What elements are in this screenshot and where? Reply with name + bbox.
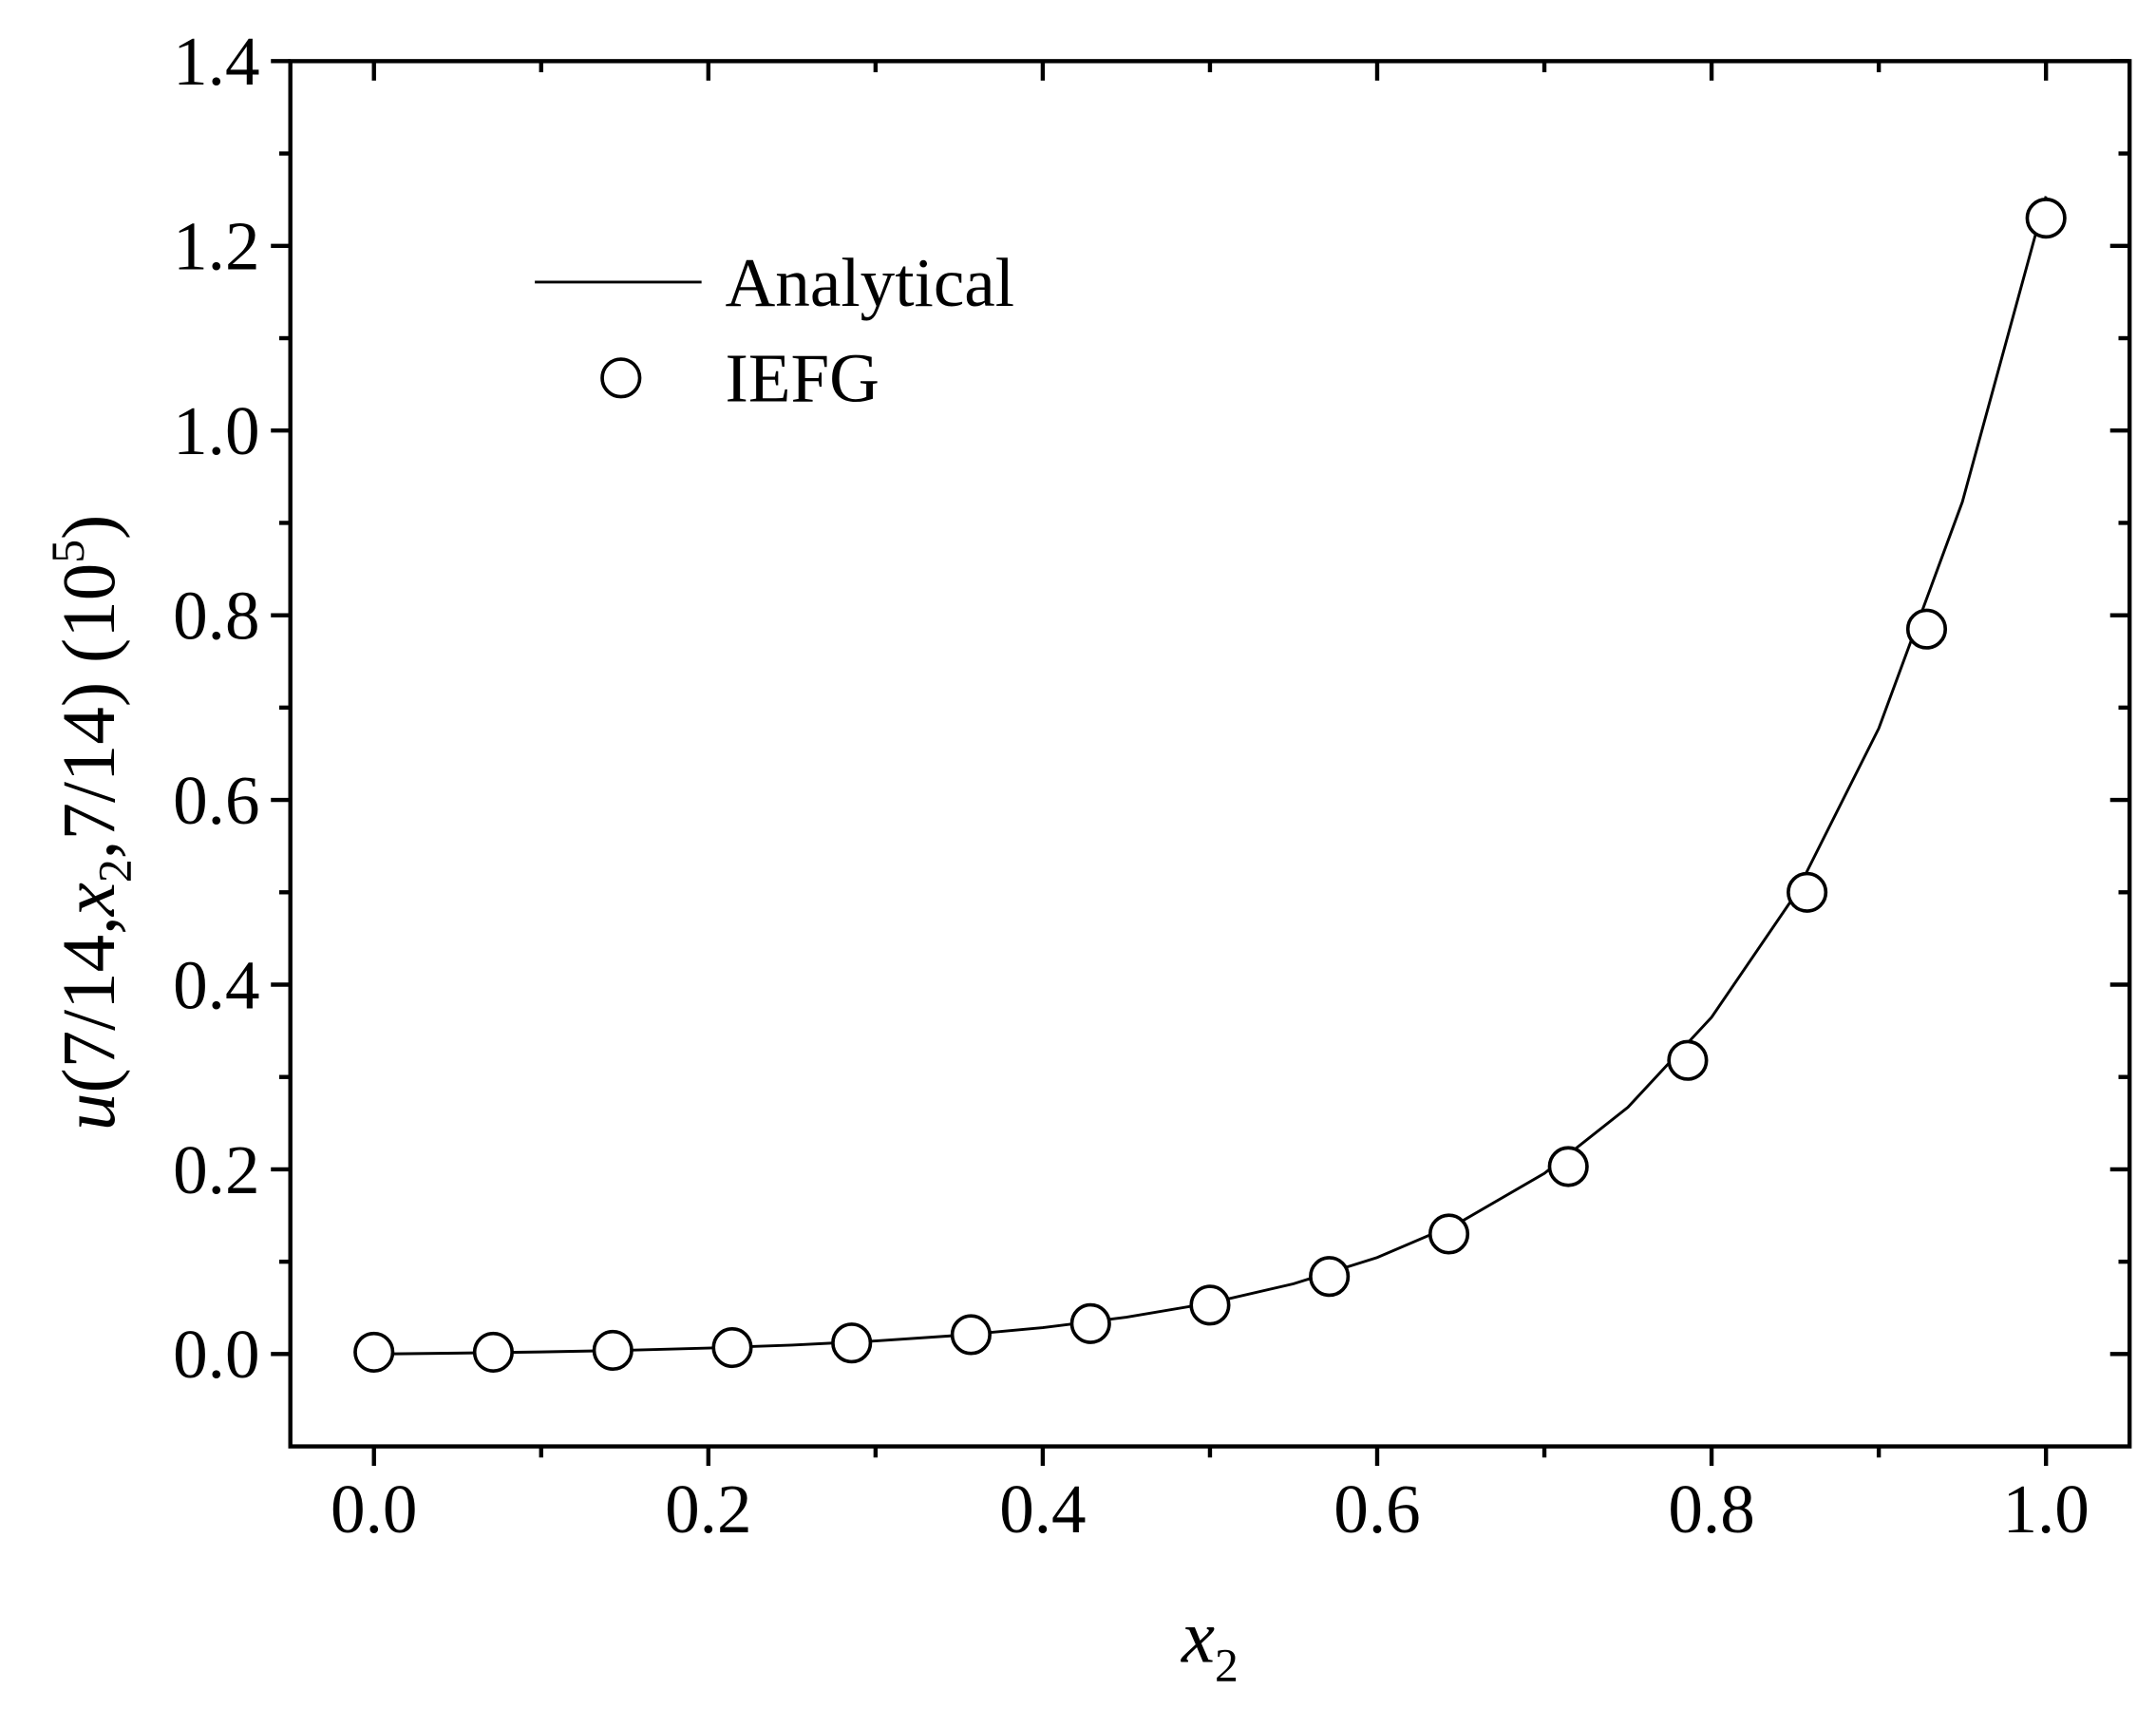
scatter-point [2025, 198, 2067, 239]
y-tick-label: 0.0 [173, 1316, 259, 1393]
y-tick-label: 0.4 [173, 946, 259, 1023]
scatter-point [1547, 1146, 1589, 1187]
scatter-point [353, 1331, 395, 1373]
y-tick-label: 0.2 [173, 1131, 259, 1208]
scatter-point [1667, 1039, 1709, 1081]
x-label-part: 2 [1215, 1640, 1239, 1692]
scatter-point [950, 1314, 992, 1356]
x-tick-label: 1.0 [2002, 1471, 2089, 1548]
y-axis-label: u(7/14,x2,7/14) (105) [42, 515, 142, 1130]
x-axis-label: x2 [1181, 1596, 1239, 1691]
y-label-part: ,7/14) (10 [48, 563, 131, 859]
x-label-part: x [1181, 1596, 1215, 1679]
scatter-point [1189, 1284, 1231, 1326]
y-label-part: 5 [42, 540, 94, 563]
y-label-part: 2 [89, 859, 142, 883]
scatter-point [831, 1322, 873, 1364]
y-label-part: x [48, 883, 131, 917]
x-tick-label: 0.4 [999, 1471, 1086, 1548]
y-label-part: ) [48, 515, 131, 540]
scatter-point [1309, 1256, 1351, 1298]
y-tick-label: 1.2 [173, 208, 259, 285]
x-tick-label: 0.8 [1668, 1471, 1754, 1548]
y-label-part: u [48, 1093, 131, 1130]
scatter-point [1428, 1213, 1470, 1255]
y-tick-label: 0.8 [173, 578, 259, 655]
legend-label: Analytical [725, 244, 1014, 321]
scatter-point [592, 1329, 634, 1372]
x-tick-label: 0.6 [1333, 1471, 1420, 1548]
scatter-point [472, 1331, 514, 1373]
y-tick-label: 1.0 [173, 392, 259, 469]
scatter-point [1787, 871, 1828, 913]
scatter-point [1905, 608, 1948, 650]
y-tick-label: 0.6 [173, 762, 259, 839]
plot-frame [288, 59, 2132, 1449]
y-label-part: (7/14, [48, 916, 131, 1092]
x-tick-label: 0.0 [331, 1471, 417, 1548]
legend-label: IEFG [725, 340, 879, 417]
scatter-point [711, 1326, 753, 1369]
legend-marker [600, 357, 642, 399]
x-tick-label: 0.2 [665, 1471, 751, 1548]
y-tick-label: 1.4 [173, 23, 259, 100]
scatter-point [1069, 1302, 1111, 1344]
